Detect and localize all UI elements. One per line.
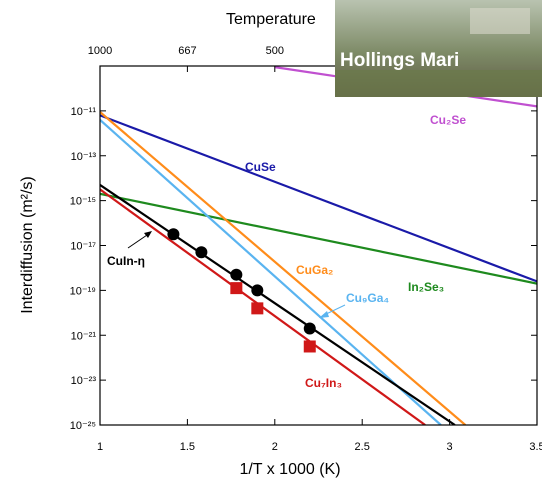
y-tick-label: 10⁻¹⁷ (70, 241, 96, 253)
y-tick-label: 10⁻²³ (71, 375, 97, 387)
marker (251, 284, 263, 296)
photo-caption: Hollings Mari (340, 50, 459, 71)
series-line (100, 115, 537, 281)
x-tick-label: 2 (272, 441, 278, 453)
x2-tick-label: 500 (266, 45, 284, 57)
arrow-head (144, 231, 152, 238)
marker (304, 340, 316, 352)
marker (230, 282, 242, 294)
top-axis-title: Temperature (226, 11, 316, 28)
chart: Temperature 1/T x 1000 (K) Interdiffusio… (0, 0, 542, 485)
y-tick-label: 10⁻¹¹ (71, 106, 97, 118)
plot-frame (100, 66, 537, 425)
x2-tick-label: 1000 (88, 45, 112, 57)
series-line (100, 185, 455, 425)
series-line (100, 112, 465, 425)
series-label: Cu₉Ga₄ (346, 291, 389, 305)
x-tick-label: 1 (97, 441, 103, 453)
axes: 1 1.5 2 2.5 3 3.5 1000 667 500 10⁻¹¹ 10⁻¹³ 10⁻¹⁵ 10⁻… (70, 45, 542, 453)
series-label: CuSe (245, 160, 276, 174)
marker (167, 228, 179, 240)
y-tick-label: 10⁻²⁵ (70, 420, 96, 432)
x-tick-label: 3.5 (529, 441, 542, 453)
photo-building (470, 8, 530, 34)
marker (230, 269, 242, 281)
series-label: Cu₇In₃ (305, 376, 342, 390)
marker (304, 322, 316, 334)
y-tick-label: 10⁻²¹ (71, 330, 97, 342)
photo-foliage (335, 70, 542, 97)
x-tick-label: 2.5 (355, 441, 370, 453)
x-axis-title: 1/T x 1000 (K) (239, 461, 340, 478)
y-tick-label: 10⁻¹⁵ (70, 196, 96, 208)
y-tick-label: 10⁻¹³ (71, 151, 97, 163)
series-label: CuIn-η (107, 254, 145, 268)
x-tick-label: 3 (447, 441, 453, 453)
plot-area (100, 67, 537, 425)
y-tick-label: 10⁻¹⁹ (70, 285, 96, 297)
series-label: CuGa₂ (296, 263, 333, 277)
arrow-head (319, 311, 329, 318)
series-label: Cu₂Se (430, 113, 466, 127)
photo: Hollings Mari (335, 0, 542, 97)
marker (251, 302, 263, 314)
series-label: In₂Se₃ (408, 280, 444, 294)
marker (195, 246, 207, 258)
y-axis-title: Interdiffusion (m²/s) (19, 176, 36, 314)
x-tick-label: 1.5 (180, 441, 195, 453)
x2-tick-label: 667 (178, 45, 196, 57)
